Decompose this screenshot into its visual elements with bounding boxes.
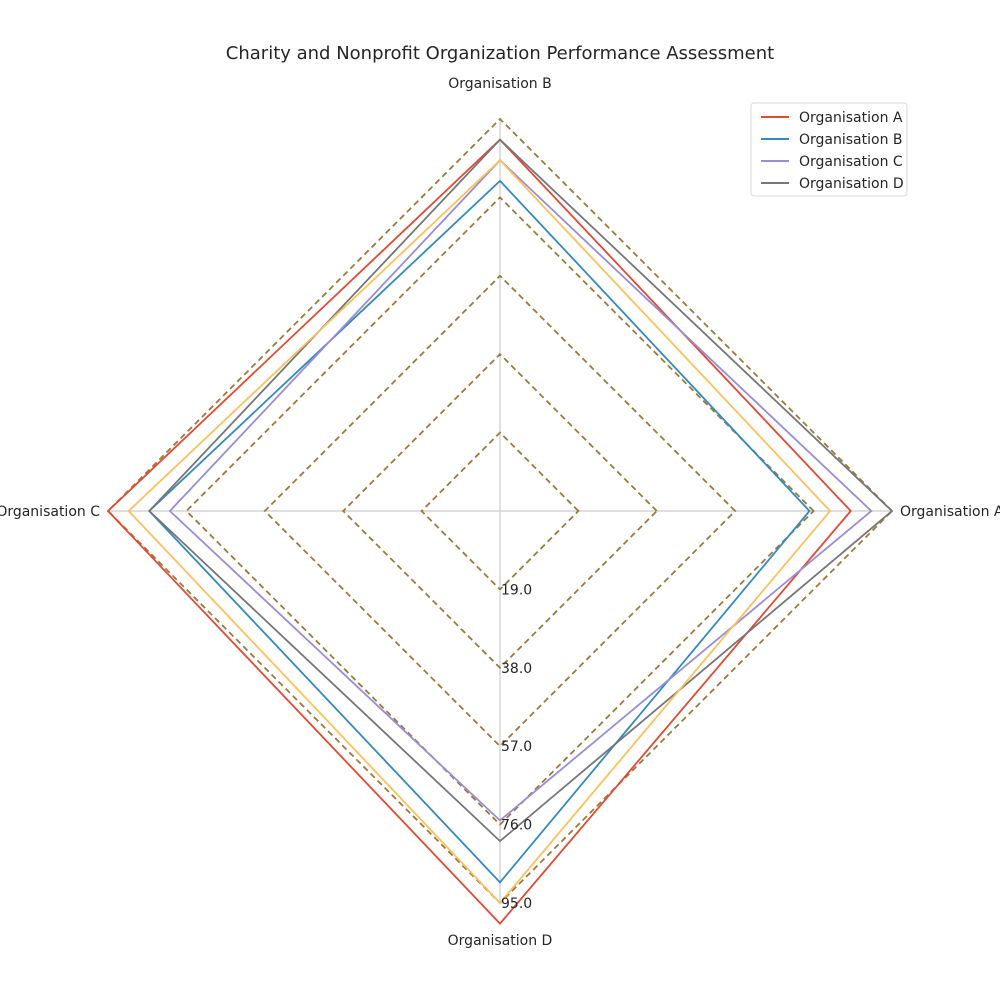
series-line-1 — [106, 138, 852, 925]
r-tick-label: 76.0 — [501, 818, 532, 834]
legend-label: Organisation B — [799, 132, 903, 148]
radial-gridline — [185, 196, 815, 826]
radial-gridline — [420, 431, 580, 591]
series-line-2 — [147, 179, 811, 884]
r-tick-label: 38.0 — [501, 661, 532, 677]
series-line-3 — [168, 158, 873, 822]
r-tick-label: 57.0 — [501, 739, 532, 755]
r-tick-label: 95.0 — [501, 896, 532, 912]
axis-label: Organisation A — [900, 504, 1000, 520]
axis-label: Organisation D — [448, 933, 553, 949]
series-layer — [106, 138, 894, 925]
radial-gridline — [263, 274, 737, 748]
legend: Organisation A Organisation B Organisation… — [750, 102, 908, 197]
axis-label: Organisation B — [448, 76, 552, 92]
grid-layer — [106, 117, 894, 905]
axis-label: Organisation C — [0, 504, 100, 520]
series-line-4 — [147, 138, 894, 843]
legend-label: Organisation D — [799, 176, 904, 192]
chart-title: Charity and Nonprofit Organization Perfo… — [226, 43, 774, 64]
r-tick-label: 19.0 — [501, 582, 532, 598]
legend-frame — [750, 102, 908, 197]
legend-label: Organisation C — [799, 154, 903, 170]
tick-label-layer: 19.0 38.0 57.0 76.0 95.0 — [501, 582, 532, 912]
axis-label-layer: Organisation A Organisation B Organisation… — [0, 76, 1000, 949]
legend-label: Organisation A — [799, 110, 903, 126]
radial-gridline — [341, 352, 659, 670]
series-line-5 — [127, 158, 832, 905]
